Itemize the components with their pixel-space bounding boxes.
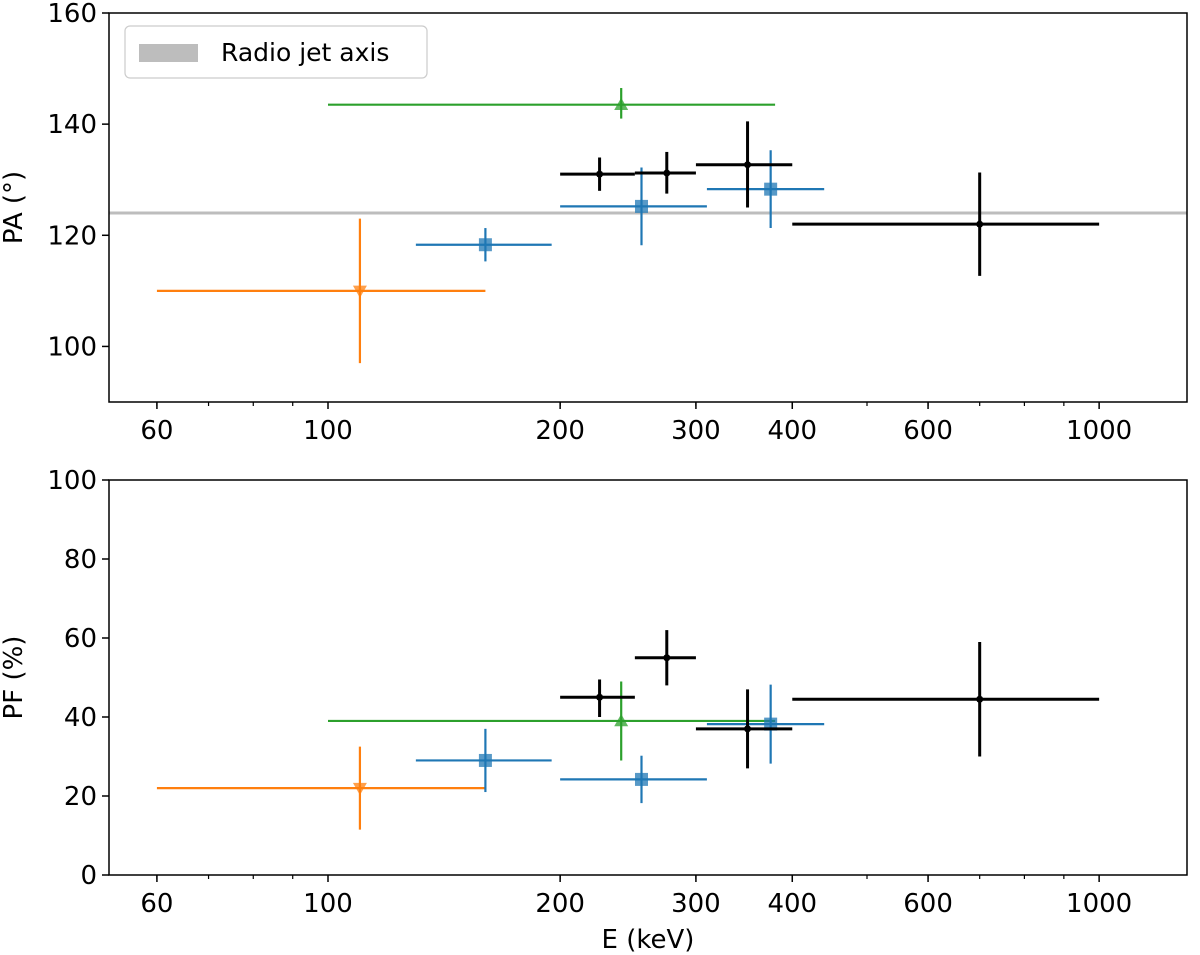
y-axis-label: PA (°) [0, 171, 29, 244]
x-axis-label: E (keV) [602, 925, 695, 955]
data-point [478, 753, 492, 767]
panel-top: 60 100 200 300 400 600 1000 100 120 140 160 PA (°) R… [0, 0, 1188, 446]
x-tick-label: 1000 [1066, 889, 1132, 919]
series-blue [415, 150, 825, 262]
data-point [663, 654, 671, 662]
data-point [614, 97, 629, 110]
x-tick-label: 200 [535, 889, 585, 919]
data-point [744, 161, 752, 169]
axes-frame [108, 12, 1188, 403]
data-point [663, 169, 671, 177]
data-point [976, 220, 984, 228]
data-point [744, 725, 752, 733]
data-point [634, 772, 648, 786]
x-tick-label: 600 [903, 889, 953, 919]
panel-bottom: 60 100 200 300 400 600 1000 0 20 40 60 80 100 PF (%) E… [0, 466, 1188, 955]
x-tick-label: 60 [140, 889, 173, 919]
y-tick-label: 100 [47, 466, 97, 496]
data-point [614, 713, 629, 727]
x-tick-label: 100 [303, 889, 353, 919]
data-point [634, 199, 648, 213]
x-tick-label: 200 [535, 416, 585, 446]
x-tick-label: 300 [671, 889, 721, 919]
data-point [478, 238, 492, 252]
y-tick-label: 160 [47, 0, 97, 29]
x-tick-label: 60 [140, 416, 173, 446]
series-orange [156, 746, 486, 830]
series-green [327, 88, 776, 119]
x-tick-label: 400 [767, 889, 817, 919]
series-green [327, 681, 776, 761]
axes-frame [108, 479, 1188, 876]
y-tick-label: 80 [64, 545, 97, 575]
legend: Radio jet axis [124, 25, 428, 79]
y-tick-label: 40 [64, 703, 97, 733]
x-tick-label: 1000 [1066, 416, 1132, 446]
series-black [560, 630, 1100, 769]
data-point [764, 182, 778, 196]
y-tick-label: 100 [47, 332, 97, 362]
x-tick-label: 100 [303, 416, 353, 446]
x-tick-label: 400 [767, 416, 817, 446]
y-tick-label: 120 [47, 221, 97, 251]
legend-swatch [139, 44, 198, 62]
y-tick-label: 60 [64, 624, 97, 654]
data-point [596, 693, 604, 701]
legend-box [124, 25, 428, 79]
series-orange [156, 218, 486, 364]
data-point [976, 695, 984, 703]
y-tick-label: 140 [47, 110, 97, 140]
data-point [352, 285, 367, 298]
data-point [596, 170, 604, 178]
data-point [352, 782, 367, 796]
legend-label: Radio jet axis [221, 38, 389, 67]
y-tick-label: 0 [80, 861, 97, 891]
series-blue [415, 684, 825, 804]
y-axis-label: PF (%) [0, 636, 29, 720]
x-tick-label: 300 [671, 416, 721, 446]
series-black [560, 121, 1100, 276]
y-tick-label: 20 [64, 782, 97, 812]
x-tick-label: 600 [903, 416, 953, 446]
